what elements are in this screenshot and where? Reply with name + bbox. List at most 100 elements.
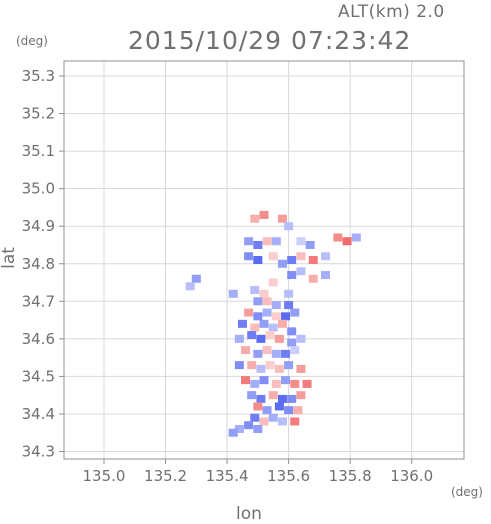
heatmap-cell: [262, 237, 272, 246]
x-tick-label: 135.6: [267, 467, 310, 485]
plot-frame: [63, 60, 465, 460]
heatmap-cell: [287, 394, 297, 403]
heatmap-cell: [287, 327, 297, 336]
heatmap-cell: [290, 308, 300, 317]
altitude-label: ALT(km) 2.0: [338, 2, 445, 22]
heatmap-cell: [342, 237, 352, 246]
heatmap-cell: [185, 282, 195, 291]
heatmap-cell: [237, 319, 247, 328]
heatmap-cell: [305, 240, 315, 249]
heatmap-cell: [281, 376, 291, 385]
heatmap-cell: [262, 297, 272, 306]
heatmap-cell: [351, 233, 361, 242]
heatmap-cell: [284, 406, 294, 415]
heatmap-cells: [185, 210, 361, 437]
heatmap-cell: [234, 361, 244, 370]
y-tick-label: 34.7: [22, 292, 55, 310]
heatmap-cell: [274, 402, 284, 411]
heatmap-cell: [277, 417, 287, 426]
heatmap-cell: [234, 424, 244, 433]
x-tick-label: 136.0: [390, 467, 433, 485]
heatmap-cell: [268, 252, 278, 261]
heatmap-cell: [321, 252, 331, 261]
heatmap-cell: [259, 210, 269, 219]
heatmap-cell: [250, 379, 260, 388]
heatmap-cell: [290, 346, 300, 355]
heatmap-cell: [284, 361, 294, 370]
y-tick-label: 34.9: [22, 217, 55, 235]
heatmap-cell: [308, 256, 318, 264]
y-tick-label: 34.6: [22, 330, 55, 348]
heatmap-cell: [271, 312, 281, 321]
heatmap-cell: [253, 240, 263, 249]
heatmap-cell: [262, 346, 272, 355]
heatmap-cell: [244, 421, 254, 430]
heatmap-cell: [250, 214, 260, 223]
heatmap-cell: [259, 319, 269, 328]
y-tick-label: 34.5: [22, 367, 55, 385]
heatmap-cell: [274, 334, 284, 343]
y-tick-label: 34.3: [22, 442, 55, 460]
y-tick-label: 34.4: [22, 405, 55, 423]
heatmap-cell: [247, 331, 257, 340]
x-tick-label: 135.4: [206, 467, 249, 485]
heatmap-cell: [268, 391, 278, 400]
heatmap-cell: [277, 319, 287, 328]
heatmap-cell: [287, 338, 297, 347]
heatmap-cell: [274, 364, 284, 373]
heatmap-cell: [250, 323, 260, 332]
heatmap-cell: [302, 379, 312, 388]
heatmap-cell: [256, 364, 266, 373]
heatmap-cell: [296, 267, 306, 276]
heatmap-cell: [244, 252, 254, 261]
heatmap-cell: [247, 391, 257, 400]
heatmap-cell: [268, 413, 278, 422]
y-tick-label: 34.8: [22, 255, 55, 273]
y-tick-label: 35.1: [22, 142, 55, 160]
heatmap-cell: [253, 312, 263, 321]
heatmap-cell: [271, 349, 281, 358]
heatmap-cell: [241, 346, 251, 355]
heatmap-cell: [265, 331, 275, 340]
x-tick-label: 135.8: [329, 467, 372, 485]
heatmap-cell: [259, 289, 269, 298]
heatmap-cell: [296, 334, 306, 343]
x-tick-label: 135.0: [83, 467, 126, 485]
heatmap-cell: [281, 349, 291, 358]
heatmap-cell: [277, 259, 287, 268]
heatmap-cell: [259, 376, 269, 385]
x-tick-label: 135.2: [144, 467, 187, 485]
heatmap-cell: [287, 271, 297, 280]
timestamp-title: 2015/10/29 07:23:42: [128, 26, 412, 55]
heatmap-cell: [290, 379, 300, 388]
heatmap-cell: [271, 379, 281, 388]
heatmap-cell: [277, 214, 287, 223]
heatmap-cell: [262, 406, 272, 415]
heatmap-cell: [241, 376, 251, 385]
heatmap-cell: [296, 391, 306, 400]
heatmap-cell: [290, 417, 300, 426]
heatmap-cell: [268, 278, 278, 287]
x-axis-unit: (deg): [451, 485, 483, 499]
heatmap-cell: [228, 289, 238, 298]
heatmap-cell: [253, 256, 263, 264]
heatmap-cell: [262, 308, 272, 317]
heatmap-cell: [284, 289, 294, 298]
heatmap-cell: [253, 402, 263, 411]
heatmap-cell: [296, 364, 306, 373]
heatmap-cell: [191, 274, 201, 283]
heatmap-cell: [333, 233, 343, 242]
heatmap-cell: [284, 301, 294, 310]
heatmap-cell: [287, 256, 297, 264]
heatmap-cell: [308, 274, 318, 283]
heatmap-cell: [250, 413, 260, 422]
y-tick-label: 35.2: [22, 105, 55, 123]
y-tick-label: 35.3: [22, 67, 55, 85]
grid-lines: [64, 61, 464, 459]
heatmap-cell: [268, 323, 278, 332]
heatmap-cell: [296, 252, 306, 261]
heatmap-cell: [247, 361, 257, 370]
heatmap-cell: [244, 237, 254, 246]
y-axis-unit: (deg): [16, 34, 48, 48]
